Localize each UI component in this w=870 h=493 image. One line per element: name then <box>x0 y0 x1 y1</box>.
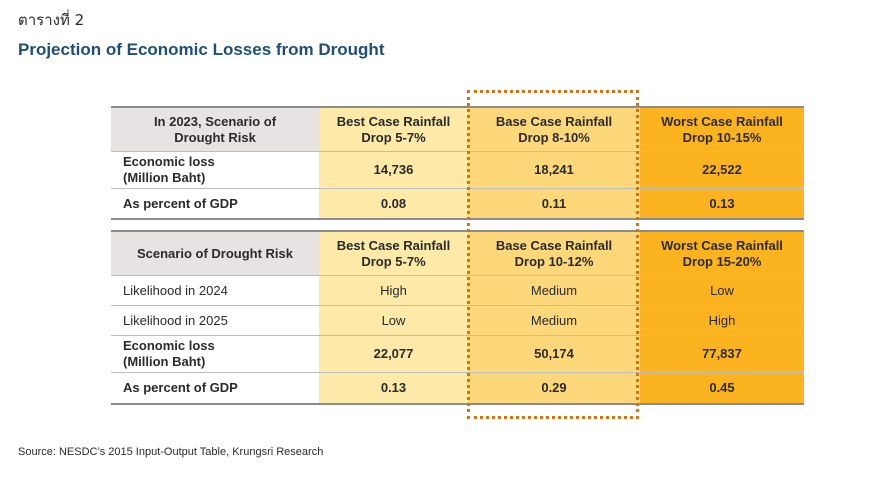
cell-best: 14,736 <box>319 152 468 188</box>
loss-table-2023: In 2023, Scenario of Drought Risk Best C… <box>111 106 804 220</box>
table-number-label: ตารางที่ 2 <box>18 11 85 29</box>
header-scenario: In 2023, Scenario of Drought Risk <box>111 108 319 151</box>
cell-base: 0.11 <box>468 189 640 218</box>
table-row: Likelihood in 2024 High Medium Low <box>111 276 804 306</box>
row-label: Economic loss (Million Baht) <box>111 152 319 188</box>
cell-best: 22,077 <box>319 336 468 372</box>
cell-worst: High <box>640 306 804 335</box>
cell-best: 0.13 <box>319 373 468 403</box>
row-label: Economic loss (Million Baht) <box>111 336 319 372</box>
header-scenario-text: In 2023, Scenario of Drought Risk <box>153 113 277 145</box>
header-best-text: Best Case Rainfall Drop 5-7% <box>336 113 451 145</box>
cell-base: 50,174 <box>468 336 640 372</box>
header-best-case: Best Case Rainfall Drop 5-7% <box>319 108 468 151</box>
header-best-case: Best Case Rainfall Drop 5-7% <box>319 232 468 275</box>
cell-worst: 22,522 <box>640 152 804 188</box>
header-scenario: Scenario of Drought Risk <box>111 232 319 275</box>
header-worst-case: Worst Case Rainfall Drop 10-15% <box>640 108 804 151</box>
cell-base: 18,241 <box>468 152 640 188</box>
row-label-text: Economic loss (Million Baht) <box>123 338 215 369</box>
header-worst-text: Worst Case Rainfall Drop 10-15% <box>661 113 783 145</box>
page-title: Projection of Economic Losses from Droug… <box>18 40 385 59</box>
header-base-text: Base Case Rainfall Drop 8-10% <box>495 113 613 145</box>
cell-worst: 0.45 <box>640 373 804 403</box>
cell-worst: Low <box>640 276 804 305</box>
row-label: As percent of GDP <box>111 189 319 218</box>
table-header-row: Scenario of Drought Risk Best Case Rainf… <box>111 230 804 276</box>
cell-base: Medium <box>468 306 640 335</box>
table-row: As percent of GDP 0.13 0.29 0.45 <box>111 373 804 405</box>
cell-best: Low <box>319 306 468 335</box>
cell-worst: 77,837 <box>640 336 804 372</box>
header-base-case: Base Case Rainfall Drop 8-10% <box>468 108 640 151</box>
row-label-text: Economic loss (Million Baht) <box>123 154 215 185</box>
cell-worst: 0.13 <box>640 189 804 218</box>
row-label: Likelihood in 2024 <box>111 276 319 305</box>
table-row: As percent of GDP 0.08 0.11 0.13 <box>111 189 804 220</box>
table-header-row: In 2023, Scenario of Drought Risk Best C… <box>111 106 804 152</box>
row-label: As percent of GDP <box>111 373 319 403</box>
risk-table-2024-2025: Scenario of Drought Risk Best Case Rainf… <box>111 230 804 405</box>
table-row: Economic loss (Million Baht) 22,077 50,1… <box>111 336 804 373</box>
cell-base: Medium <box>468 276 640 305</box>
header-worst-case: Worst Case Rainfall Drop 15-20% <box>640 232 804 275</box>
row-label: Likelihood in 2025 <box>111 306 319 335</box>
cell-base: 0.29 <box>468 373 640 403</box>
source-note: Source: NESDC’s 2015 Input-Output Table,… <box>18 446 324 458</box>
header-worst-text: Worst Case Rainfall Drop 15-20% <box>661 237 783 269</box>
cell-best: 0.08 <box>319 189 468 218</box>
cell-best: High <box>319 276 468 305</box>
header-base-text: Base Case Rainfall Drop 10-12% <box>495 237 613 269</box>
table-row: Likelihood in 2025 Low Medium High <box>111 306 804 336</box>
table-row: Economic loss (Million Baht) 14,736 18,2… <box>111 152 804 189</box>
header-best-text: Best Case Rainfall Drop 5-7% <box>336 237 451 269</box>
header-base-case: Base Case Rainfall Drop 10-12% <box>468 232 640 275</box>
